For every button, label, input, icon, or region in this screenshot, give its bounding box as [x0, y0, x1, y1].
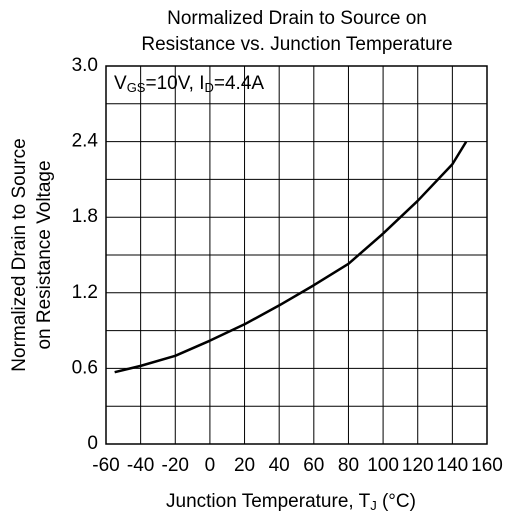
y-tick-label: 0 — [87, 433, 98, 454]
chart-title: Resistance vs. Junction Temperature — [141, 34, 452, 55]
x-tick-label: -20 — [162, 455, 189, 476]
x-axis-label-part: Junction Temperature, T — [166, 491, 371, 512]
x-tick-label: 140 — [437, 455, 469, 476]
x-axis-label-part: (°C) — [377, 491, 416, 512]
x-tick-label: -60 — [92, 455, 119, 476]
y-axis-label: on Resistance Voltage — [34, 160, 55, 349]
y-tick-label: 3.0 — [72, 55, 98, 76]
y-tick-label: 2.4 — [72, 131, 99, 152]
annotation-part: =4.4A — [214, 73, 265, 94]
y-tick-label: 0.6 — [72, 357, 98, 378]
x-axis-label: Junction Temperature, TJ (°C) — [166, 491, 416, 513]
chart-title: Normalized Drain to Source on — [167, 8, 427, 29]
annotation-part: GS — [127, 80, 146, 95]
x-tick-label: 100 — [367, 455, 399, 476]
y-tick-label: 1.8 — [72, 206, 98, 227]
x-tick-label: 160 — [471, 455, 503, 476]
y-tick-label: 1.2 — [72, 282, 98, 303]
x-tick-label: 20 — [234, 455, 255, 476]
x-tick-label: 120 — [402, 455, 434, 476]
annotation-part: =10V, I — [145, 73, 204, 94]
annotation: VGS=10V, ID=4.4A — [114, 73, 264, 95]
data-line — [114, 140, 468, 374]
x-tick-label: 0 — [205, 455, 216, 476]
x-axis-label-part: J — [370, 498, 377, 513]
plot-frame — [105, 65, 488, 445]
x-tick-label: 40 — [269, 455, 290, 476]
annotation-part: D — [204, 80, 213, 95]
x-tick-label: -40 — [127, 455, 154, 476]
x-tick-label: 80 — [338, 455, 359, 476]
y-axis-label: Normalized Drain to Source — [9, 138, 30, 371]
annotation-part: V — [114, 73, 127, 94]
x-tick-label: 60 — [303, 455, 324, 476]
